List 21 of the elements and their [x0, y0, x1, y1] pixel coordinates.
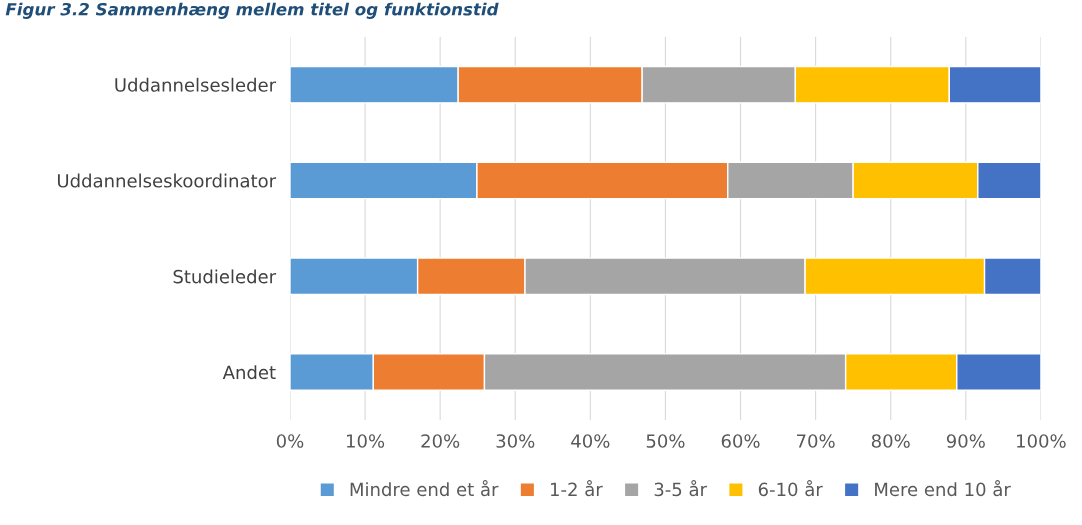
y-tick-label: Studieleder: [173, 269, 277, 284]
x-tick-label: 60%: [721, 434, 760, 448]
x-tick-label: 0%: [276, 434, 304, 448]
y-tick-label: Uddannelseskoordinator: [57, 173, 277, 188]
y-tick-label: Andet: [222, 365, 276, 380]
x-tick-label: 90%: [946, 434, 985, 448]
chart-title: Figur 3.2 Sammenhæng mellem titel og funktionstid: [5, 2, 499, 19]
x-tick-label: 100%: [1017, 434, 1066, 448]
legend-label: Mindre end et år: [350, 480, 499, 497]
x-tick-label: 10%: [346, 434, 385, 448]
legend-label: 3-5 år: [654, 480, 707, 497]
x-tick-label: 20%: [421, 434, 460, 448]
legend-label: Mere end 10 år: [875, 480, 1011, 497]
x-tick-label: 70%: [797, 434, 835, 448]
y-tick-label: Uddannelsesleder: [115, 77, 277, 92]
legend-label: 6-10 år: [758, 480, 823, 497]
x-tick-label: 50%: [646, 434, 685, 448]
x-tick-label: 80%: [871, 434, 910, 448]
x-tick-label: 30%: [496, 434, 535, 448]
legend-label: 1-2 år: [551, 480, 603, 497]
x-tick-label: 40%: [571, 434, 610, 448]
